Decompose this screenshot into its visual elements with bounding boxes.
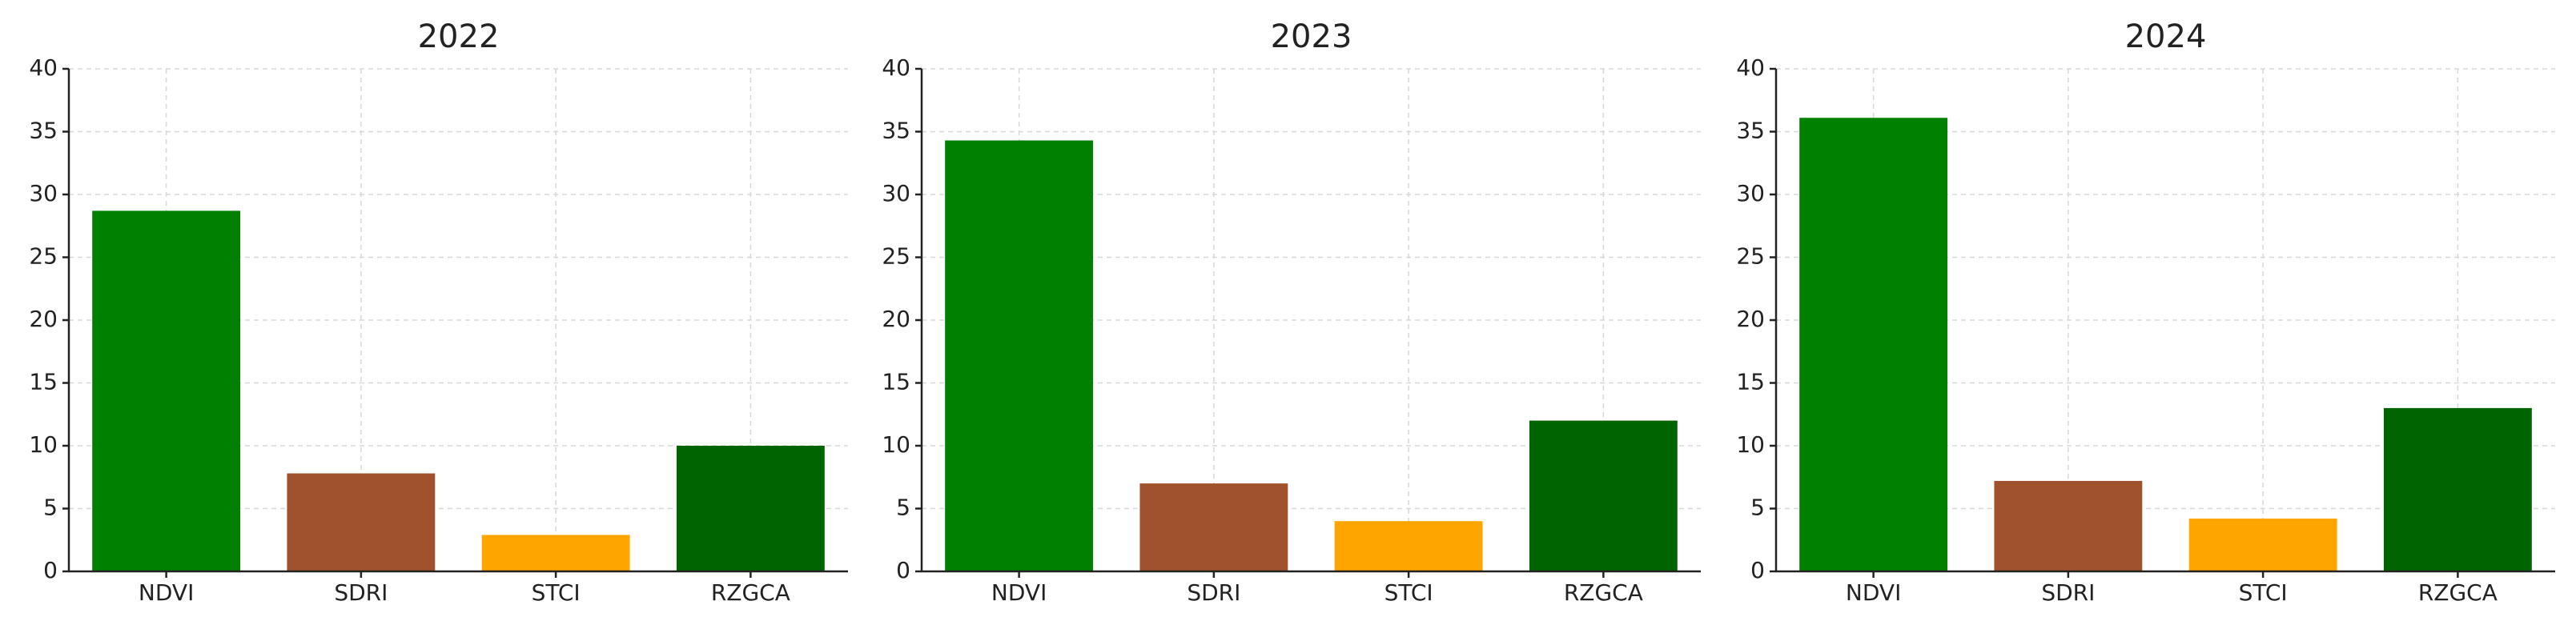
x-tick-label: STCI <box>1384 579 1433 606</box>
y-tick-label: 20 <box>882 306 910 332</box>
y-tick-label: 5 <box>1750 495 1765 521</box>
bar <box>676 446 825 571</box>
bar <box>1994 480 2143 571</box>
y-tick-label: 25 <box>882 243 910 270</box>
y-tick-label: 15 <box>29 369 58 395</box>
y-tick-label: 10 <box>29 431 58 458</box>
y-tick-label: 10 <box>882 431 910 458</box>
x-tick-label: SDRI <box>1187 579 1240 606</box>
x-tick-label: STCI <box>532 579 581 606</box>
bar <box>2383 407 2532 571</box>
y-tick-label: 35 <box>882 118 910 144</box>
bar <box>1139 483 1288 571</box>
x-tick-label: STCI <box>2239 579 2288 606</box>
y-tick-label: 35 <box>29 118 58 144</box>
bar <box>92 210 241 571</box>
x-tick-label: NDVI <box>139 579 194 606</box>
bar <box>1529 420 1678 571</box>
chart-title: 2024 <box>2125 18 2207 55</box>
chart-title: 2023 <box>1271 18 1352 55</box>
bar <box>287 473 436 571</box>
y-tick-label: 25 <box>29 243 58 270</box>
bar <box>2188 519 2337 571</box>
y-tick-label: 0 <box>1750 557 1765 583</box>
bar <box>1334 521 1483 571</box>
x-tick-label: SDRI <box>2041 579 2095 606</box>
y-tick-label: 25 <box>1736 243 1765 270</box>
y-tick-label: 40 <box>29 54 58 81</box>
bar <box>1799 118 1948 572</box>
y-tick-label: 40 <box>882 54 910 81</box>
y-tick-label: 20 <box>29 306 58 332</box>
y-tick-label: 30 <box>882 180 910 206</box>
y-tick-label: 30 <box>29 180 58 206</box>
x-tick-label: NDVI <box>991 579 1047 606</box>
x-tick-label: RZGCA <box>711 579 790 606</box>
x-tick-label: NDVI <box>1846 579 1901 606</box>
y-tick-label: 0 <box>896 557 910 583</box>
y-tick-label: 20 <box>1736 306 1765 332</box>
y-tick-label: 30 <box>1736 180 1765 206</box>
y-tick-label: 0 <box>43 557 58 583</box>
bar <box>481 535 630 571</box>
y-tick-label: 40 <box>1736 54 1765 81</box>
bar <box>945 140 1094 572</box>
y-tick-label: 15 <box>1736 369 1765 395</box>
x-tick-label: RZGCA <box>1564 579 1643 606</box>
y-tick-label: 5 <box>896 495 910 521</box>
y-tick-label: 35 <box>1736 118 1765 144</box>
chart-title: 2022 <box>418 18 500 55</box>
y-tick-label: 10 <box>1736 431 1765 458</box>
y-tick-label: 5 <box>43 495 58 521</box>
x-tick-label: RZGCA <box>2418 579 2498 606</box>
x-tick-label: SDRI <box>334 579 388 606</box>
y-tick-label: 15 <box>882 369 910 395</box>
